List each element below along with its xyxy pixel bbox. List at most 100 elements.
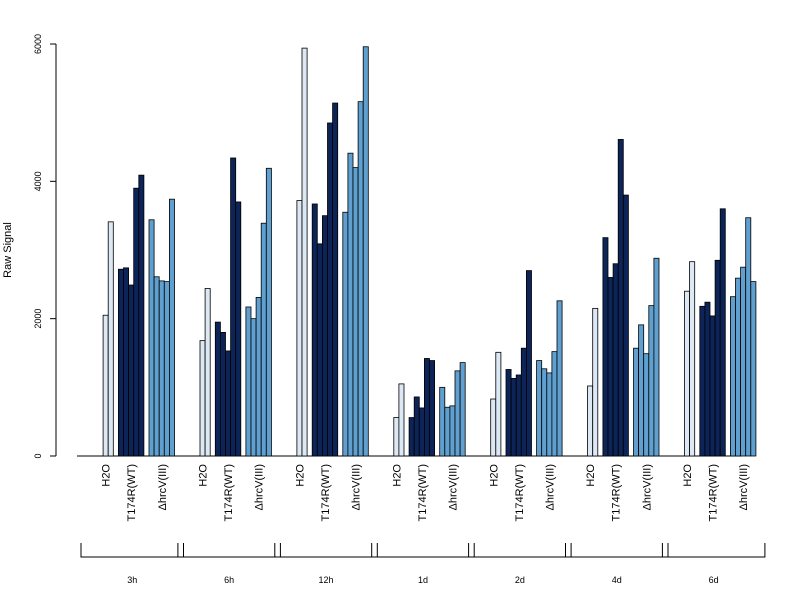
bar — [118, 268, 124, 457]
timepoint-bracket — [177, 543, 281, 558]
timepoint-bracket — [661, 543, 766, 558]
timepoint-label: 4d — [612, 575, 622, 585]
group-label: H2O — [101, 464, 113, 487]
timepoint-bracket — [274, 543, 378, 558]
bar — [398, 383, 405, 457]
bar — [454, 370, 461, 457]
bar — [362, 46, 369, 457]
bar — [219, 331, 226, 457]
bar — [638, 324, 645, 457]
bar — [714, 259, 721, 457]
bar — [536, 360, 543, 457]
bar — [393, 417, 400, 457]
y-tick-label: 2000 — [33, 309, 43, 329]
bar — [245, 306, 252, 457]
timepoint-bracket — [80, 543, 184, 558]
bar — [138, 174, 145, 457]
bar — [158, 280, 165, 457]
bar — [332, 102, 339, 457]
group-label: T174R(WT) — [417, 464, 429, 521]
bar — [612, 263, 619, 457]
bar — [515, 374, 522, 457]
bar — [230, 157, 237, 457]
bar — [520, 347, 527, 457]
timepoint-bracket — [468, 543, 572, 558]
bar — [214, 321, 221, 457]
group-label: H2O — [198, 464, 210, 487]
bar — [551, 351, 558, 457]
group-label: T174R(WT) — [126, 464, 138, 521]
bar — [347, 152, 354, 457]
group-label: ΔhrcV(III) — [254, 464, 266, 510]
group-label: ΔhrcV(III) — [544, 464, 556, 510]
y-axis-label: Raw Signal — [2, 222, 14, 278]
timepoint-label: 6h — [224, 575, 234, 585]
bar — [546, 372, 553, 457]
bar — [148, 219, 155, 457]
bar — [316, 243, 323, 457]
bar — [622, 194, 629, 457]
group-labels-layer: H2O T174R(WT) ΔhrcV(III) H2O T174R(WT) ΔhrcV(… — [101, 464, 751, 522]
group-label: H2O — [294, 464, 306, 487]
bar — [163, 281, 170, 457]
bar — [592, 307, 599, 457]
bar — [408, 417, 415, 457]
bar — [495, 351, 502, 457]
bar — [750, 281, 757, 457]
y-tick-label: 6000 — [33, 34, 43, 54]
bar — [607, 277, 614, 457]
bar — [311, 203, 318, 457]
bar — [204, 288, 211, 457]
group-label: H2O — [682, 464, 694, 487]
bar — [510, 378, 517, 457]
bar — [225, 350, 231, 457]
bar — [602, 237, 609, 457]
bar — [735, 277, 741, 457]
group-label: T174R(WT) — [223, 464, 235, 521]
group-label: H2O — [585, 464, 597, 487]
bar — [107, 221, 114, 457]
bar — [168, 198, 175, 457]
timepoint-label: 1d — [418, 575, 428, 585]
bar — [444, 406, 451, 457]
group-label: T174R(WT) — [708, 464, 720, 521]
bars-layer — [102, 46, 757, 457]
bar — [133, 187, 140, 457]
bar — [429, 360, 435, 457]
bar — [689, 261, 696, 457]
bar — [250, 318, 257, 457]
group-label: T174R(WT) — [514, 464, 526, 521]
bar — [199, 340, 206, 457]
bar — [153, 276, 160, 457]
group-label: H2O — [391, 464, 403, 487]
bar — [719, 208, 726, 457]
bar — [617, 139, 624, 457]
y-axis: 0 2000 4000 6000 — [33, 34, 57, 459]
bar — [102, 314, 109, 457]
bar — [740, 266, 747, 457]
bar — [449, 405, 456, 457]
bar — [301, 47, 308, 457]
bar — [699, 305, 706, 457]
bar — [643, 353, 650, 457]
bar — [541, 368, 548, 457]
bar — [123, 267, 129, 457]
group-label: ΔhrcV(III) — [157, 464, 169, 510]
group-label: ΔhrcV(III) — [738, 464, 750, 510]
bar — [704, 301, 711, 457]
bar — [235, 201, 242, 457]
timepoint-bracket — [371, 543, 475, 558]
timepoint-label: 3h — [127, 575, 137, 585]
bar — [505, 369, 512, 457]
bar — [265, 167, 272, 457]
group-label: ΔhrcV(III) — [447, 464, 459, 510]
bar — [321, 215, 328, 457]
bar — [745, 217, 752, 457]
timepoint-bracket — [565, 543, 669, 558]
bar — [648, 305, 655, 457]
bar — [255, 296, 262, 457]
timepoint-labels-layer: 3h 6h 12h 1d 2d 4d 6d — [80, 543, 766, 585]
group-label: T174R(WT) — [320, 464, 332, 521]
bar — [439, 386, 446, 457]
